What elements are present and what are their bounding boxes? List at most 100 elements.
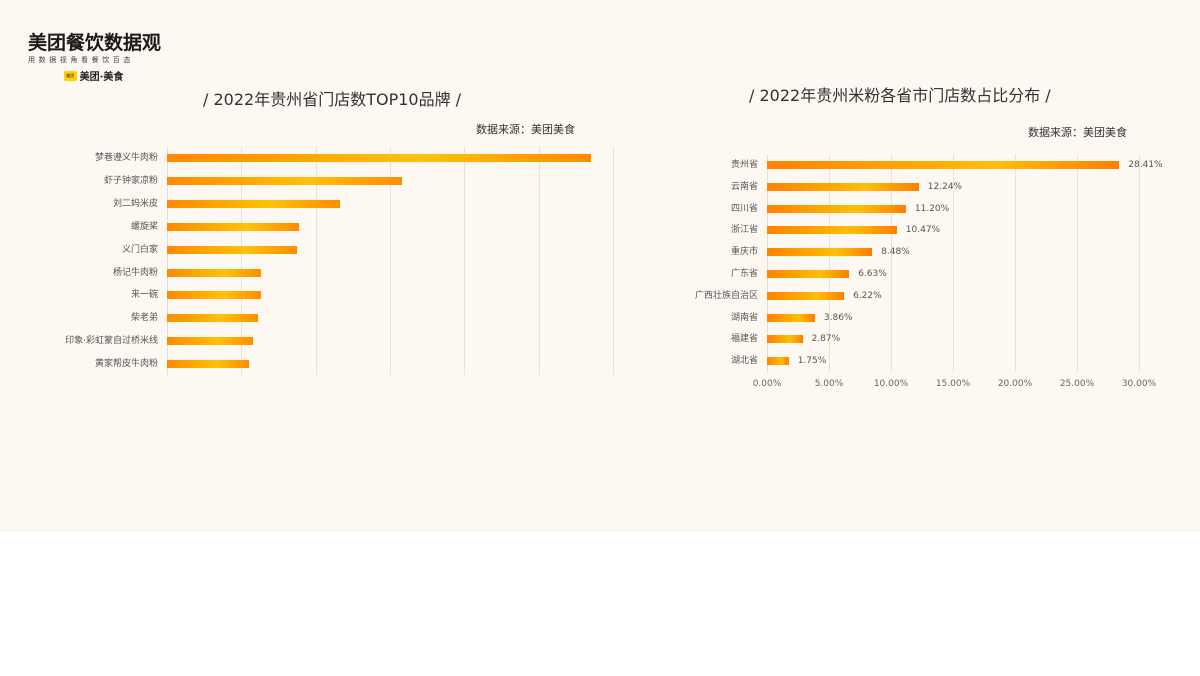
x-tick-label: 0.00% bbox=[752, 379, 782, 389]
bar bbox=[167, 291, 261, 300]
bar bbox=[767, 335, 803, 344]
bar-row: 湖北省 1.75% bbox=[731, 350, 1139, 372]
category-label: 螺旋桨 bbox=[130, 221, 158, 232]
bar bbox=[167, 314, 258, 323]
bar bbox=[767, 182, 919, 191]
category-label: 广东省 bbox=[730, 269, 758, 279]
x-tick-label: 15.00% bbox=[935, 379, 971, 389]
gridline bbox=[390, 147, 391, 375]
bar-row: 杨记牛肉粉 bbox=[113, 262, 613, 284]
category-label: 义门白家 bbox=[121, 244, 158, 255]
bar bbox=[767, 270, 850, 278]
bar-row: 义门白家 bbox=[122, 239, 613, 261]
meituan-badge-icon: 美团 bbox=[63, 70, 77, 81]
category-label: 柴老弟 bbox=[130, 313, 158, 324]
bar bbox=[767, 291, 845, 300]
value-label: 28.41% bbox=[1128, 160, 1163, 170]
category-label: 广西壮族自治区 bbox=[694, 290, 758, 301]
y-axis-line bbox=[167, 147, 168, 375]
category-label: 贵州省 bbox=[730, 160, 758, 170]
left-chart-title: / 2022年贵州省门店数TOP10品牌 / bbox=[203, 90, 462, 109]
value-label: 2.87% bbox=[811, 334, 841, 345]
bar-row: 梦巷遵义牛肉粉 bbox=[95, 147, 613, 169]
logo-brand-text: 美团·美食 bbox=[79, 72, 124, 83]
bar-row: 螺旋桨 bbox=[131, 216, 613, 238]
gridline bbox=[953, 154, 954, 372]
category-label: 云南省 bbox=[730, 181, 758, 192]
y-axis-line bbox=[767, 154, 768, 372]
x-tick-label: 30.00% bbox=[1121, 379, 1157, 389]
value-label: 10.47% bbox=[905, 225, 941, 236]
x-tick-label: 10.00% bbox=[873, 379, 909, 389]
category-label: 杨记牛肉粉 bbox=[112, 267, 158, 278]
gridline bbox=[891, 154, 892, 372]
bar bbox=[767, 161, 1120, 169]
bar-row: 来一碗 bbox=[131, 284, 613, 306]
bar bbox=[167, 337, 253, 346]
x-tick-label: 20.00% bbox=[997, 379, 1033, 389]
bar-row: 福建省 2.87% bbox=[731, 328, 1139, 350]
right-chart-source: 数据来源：美团美食 bbox=[1028, 126, 1127, 139]
bar-row: 广东省 6.63% bbox=[731, 263, 1139, 285]
gridline bbox=[1139, 154, 1140, 372]
value-label: 11.20% bbox=[914, 203, 950, 214]
right-chart-title: / 2022年贵州米粉各省市门店数占比分布 / bbox=[749, 86, 1051, 105]
bar-row: 柴老弟 bbox=[131, 307, 613, 329]
bar bbox=[767, 313, 815, 322]
gridline bbox=[829, 154, 830, 372]
bar-row: 黄家帮皮牛肉粉 bbox=[95, 353, 613, 375]
bar-row: 广西壮族自治区 6.22% bbox=[695, 285, 1139, 307]
category-label: 黄家帮皮牛肉粉 bbox=[94, 359, 158, 370]
value-label: 6.22% bbox=[853, 290, 882, 301]
category-label: 梦巷遵义牛肉粉 bbox=[94, 153, 158, 163]
value-label: 12.24% bbox=[927, 181, 963, 192]
gridline bbox=[241, 147, 242, 375]
bar bbox=[767, 357, 789, 366]
category-label: 福建省 bbox=[730, 334, 758, 345]
bar bbox=[767, 204, 906, 213]
right-x-axis: 0.00% 5.00% 10.00% 15.00% 20.00% 25.00% 30.00% bbox=[753, 379, 1156, 393]
bar-row: 云南省 12.24% bbox=[731, 176, 1139, 198]
category-label: 重庆市 bbox=[730, 247, 758, 258]
bar bbox=[167, 360, 249, 369]
gridline bbox=[1077, 154, 1078, 372]
logo-subtitle: 用数据视角看餐饮百态 bbox=[28, 56, 134, 64]
bar bbox=[167, 154, 591, 162]
right-bar-chart: 贵州省 28.41% 云南省 12.24% 四川省 11.20% 浙江省 10.47% 重庆市 8… bbox=[695, 154, 1163, 372]
category-label: 四川省 bbox=[730, 203, 758, 214]
gridline bbox=[1015, 154, 1016, 372]
bar bbox=[167, 268, 261, 277]
x-tick-label: 25.00% bbox=[1059, 379, 1095, 389]
logo-brand: 美团 美团·美食 bbox=[14, 68, 173, 83]
bar-row: 虾子钟家凉粉 bbox=[104, 170, 613, 192]
value-label: 1.75% bbox=[797, 356, 827, 367]
bar bbox=[167, 199, 340, 208]
category-label: 湖北省 bbox=[730, 356, 758, 367]
bar-row: 印象·彩虹蒙自过桥米线 bbox=[65, 330, 613, 352]
gridline bbox=[613, 147, 614, 375]
bar bbox=[167, 245, 298, 254]
category-label: 刘二妈米皮 bbox=[112, 198, 158, 209]
bar-row: 刘二妈米皮 bbox=[113, 193, 613, 215]
gridline bbox=[464, 147, 465, 375]
bar bbox=[767, 248, 873, 257]
bar-row: 浙江省 10.47% bbox=[731, 219, 1139, 241]
bar-row: 重庆市 8.48% bbox=[731, 241, 1139, 263]
gridline bbox=[316, 147, 317, 375]
gridline bbox=[539, 147, 540, 375]
bar-row: 贵州省 28.41% bbox=[731, 154, 1163, 176]
category-label: 浙江省 bbox=[730, 225, 758, 236]
left-chart-source: 数据来源：美团美食 bbox=[476, 123, 575, 136]
bar bbox=[167, 176, 402, 185]
x-tick-label: 5.00% bbox=[814, 379, 844, 389]
category-label: 虾子钟家凉粉 bbox=[103, 175, 158, 186]
meituan-logo: 美团餐饮数据观 用数据视角看餐饮百态 美团 美团·美食 bbox=[28, 32, 173, 83]
bar bbox=[767, 226, 897, 235]
infographic-canvas: 美团餐饮数据观 用数据视角看餐饮百态 美团 美团·美食 / 2022年贵州省门店… bbox=[0, 0, 1200, 532]
value-label: 6.63% bbox=[858, 269, 887, 279]
bar-row: 湖南省 3.86% bbox=[731, 307, 1139, 329]
logo-title: 美团餐饮数据观 bbox=[28, 32, 162, 54]
category-label: 湖南省 bbox=[730, 312, 758, 323]
category-label: 印象·彩虹蒙自过桥米线 bbox=[65, 336, 158, 347]
value-label: 8.48% bbox=[881, 247, 910, 258]
